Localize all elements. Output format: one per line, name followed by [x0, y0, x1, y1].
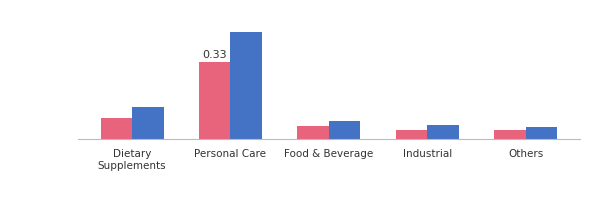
- Bar: [199, 62, 230, 139]
- Bar: [526, 127, 557, 139]
- Bar: [132, 108, 164, 139]
- Bar: [230, 32, 262, 139]
- Bar: [329, 121, 361, 139]
- Text: 0.33: 0.33: [203, 50, 227, 60]
- Bar: [100, 118, 132, 139]
- Bar: [297, 126, 329, 139]
- Bar: [428, 125, 459, 139]
- Bar: [396, 130, 428, 139]
- Bar: [494, 130, 526, 139]
